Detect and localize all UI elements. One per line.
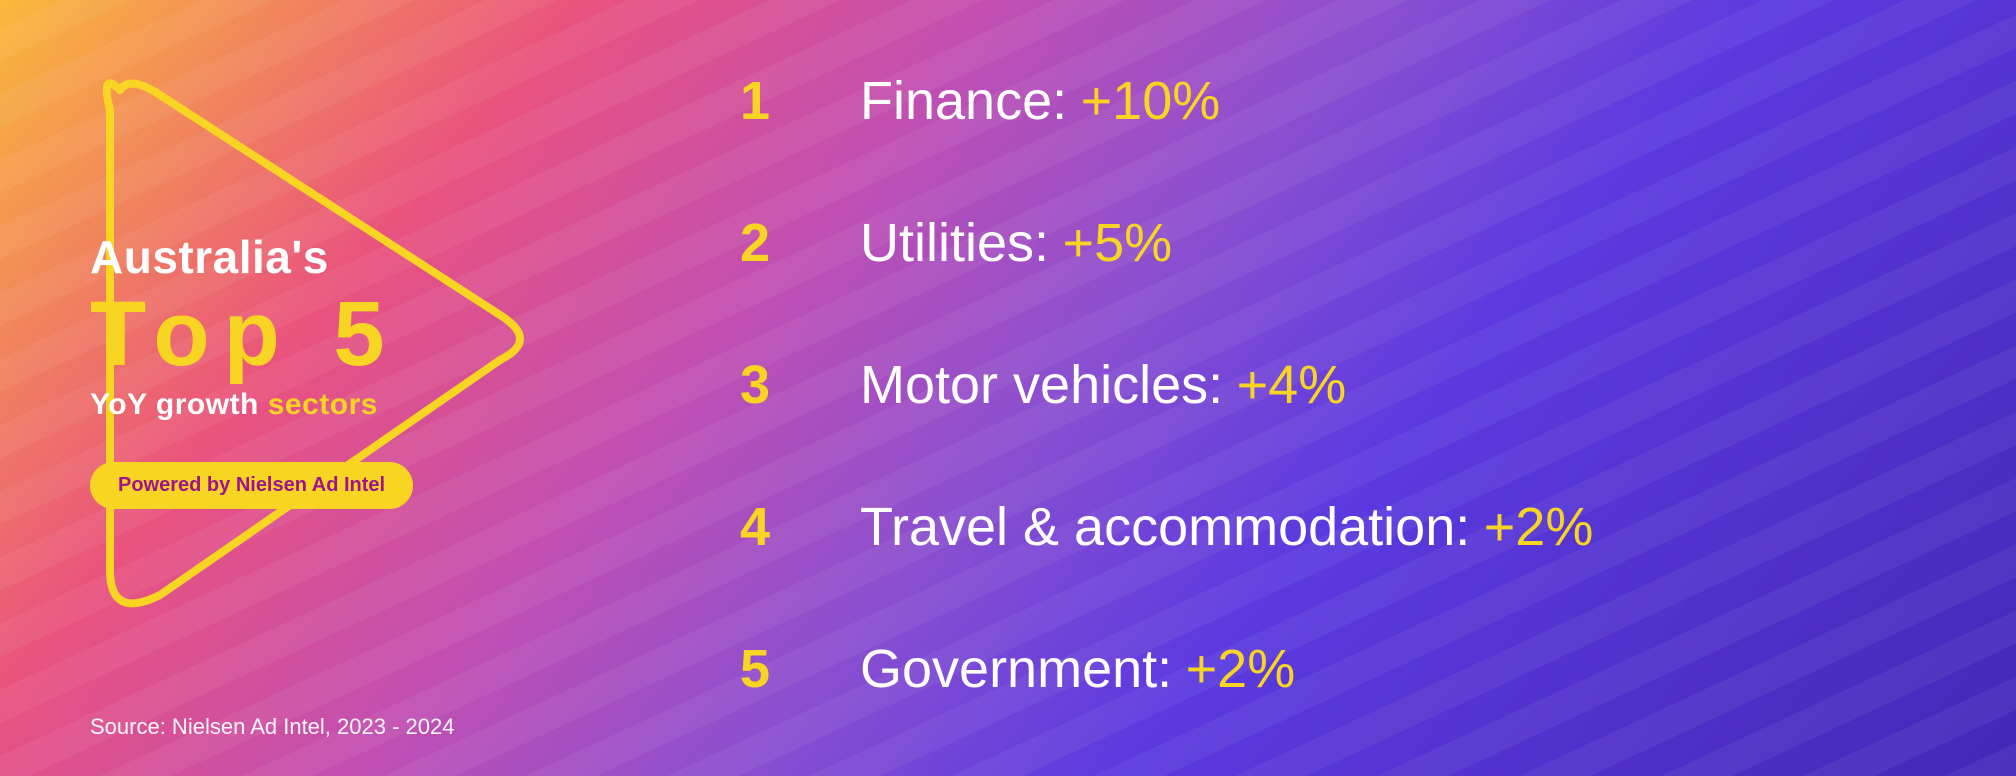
rank-number: 1 <box>740 70 860 132</box>
powered-by-pill: Powered by Nielsen Ad Intel <box>90 462 413 509</box>
sector-list: 1 Finance: +10% 2 Utilities: +5% 3 Motor… <box>740 70 1956 700</box>
infographic-canvas: Australia's Top 5 YoY growth sectors Pow… <box>0 0 2016 776</box>
sector-label: Utilities: <box>860 212 1049 274</box>
growth-value: +2% <box>1186 638 1296 700</box>
rank-number: 3 <box>740 354 860 416</box>
list-item: 1 Finance: +10% <box>740 70 1956 132</box>
title-line-3-a: YoY growth <box>90 388 268 421</box>
list-item: 3 Motor vehicles: +4% <box>740 354 1956 416</box>
growth-value: +5% <box>1063 212 1173 274</box>
title-line-1: Australia's <box>90 230 610 284</box>
title-line-3: YoY growth sectors <box>90 388 610 422</box>
list-item: 4 Travel & accommodation: +2% <box>740 496 1956 558</box>
list-item: 5 Government: +2% <box>740 638 1956 700</box>
sector-label: Travel & accommodation: <box>860 496 1470 558</box>
title-line-2: Top 5 <box>90 288 610 380</box>
growth-value: +2% <box>1484 496 1594 558</box>
sector-label: Government: <box>860 638 1172 700</box>
sector-label: Finance: <box>860 70 1067 132</box>
rank-number: 5 <box>740 638 860 700</box>
growth-value: +4% <box>1237 354 1347 416</box>
sector-label: Motor vehicles: <box>860 354 1223 416</box>
title-line-3-b: sectors <box>268 388 378 421</box>
list-item: 2 Utilities: +5% <box>740 212 1956 274</box>
title-block: Australia's Top 5 YoY growth sectors Pow… <box>90 230 610 509</box>
rank-number: 4 <box>740 496 860 558</box>
rank-number: 2 <box>740 212 860 274</box>
source-text: Source: Nielsen Ad Intel, 2023 - 2024 <box>90 714 454 740</box>
growth-value: +10% <box>1081 70 1221 132</box>
